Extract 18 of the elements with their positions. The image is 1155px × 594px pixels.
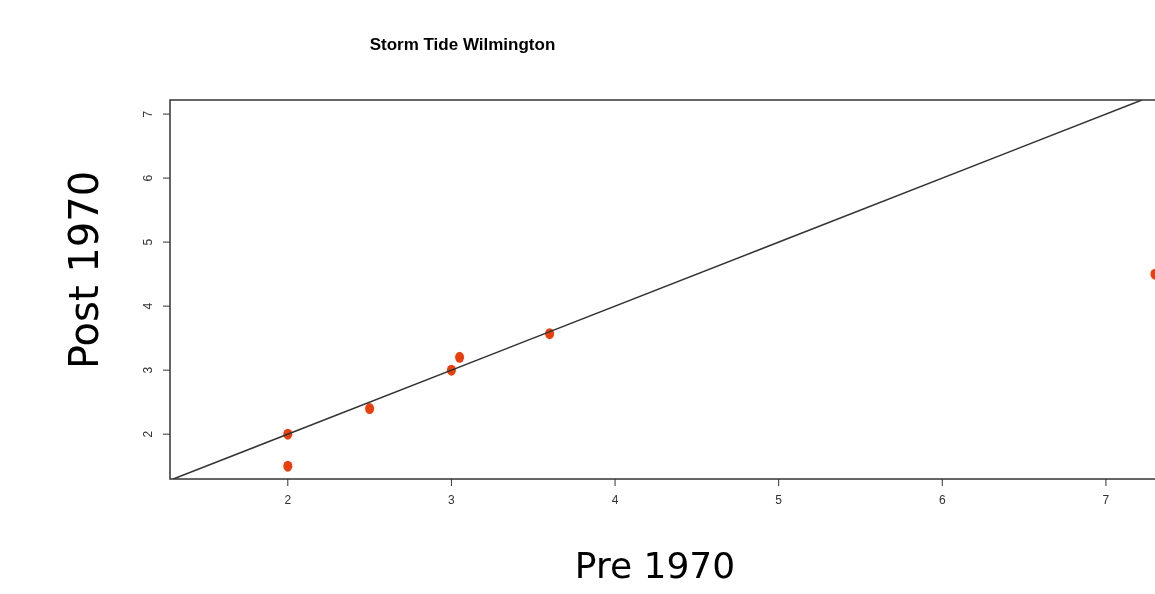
x-tick-label: 7 — [1102, 493, 1110, 507]
x-tick-label: 6 — [938, 493, 946, 507]
point — [283, 460, 293, 472]
x-tick-label: 2 — [284, 493, 292, 507]
y-tick-label: 4 — [141, 302, 156, 310]
point — [455, 351, 465, 363]
x-tick-label: 3 — [448, 493, 456, 507]
y-tick-label: 6 — [141, 174, 156, 182]
y-tick-label: 7 — [141, 110, 156, 118]
point — [365, 403, 375, 415]
chart-title: Storm Tide Wilmington — [369, 35, 556, 54]
y-tick-label: 3 — [141, 366, 156, 374]
x-tick-label: 4 — [611, 493, 619, 507]
y-tick-label: 5 — [141, 238, 156, 246]
y-tick-label: 2 — [141, 430, 156, 438]
y-axis-title: Post 1970 — [61, 170, 107, 370]
x-axis-title: Pre 1970 — [574, 545, 736, 586]
x-tick-label: 5 — [775, 493, 783, 507]
